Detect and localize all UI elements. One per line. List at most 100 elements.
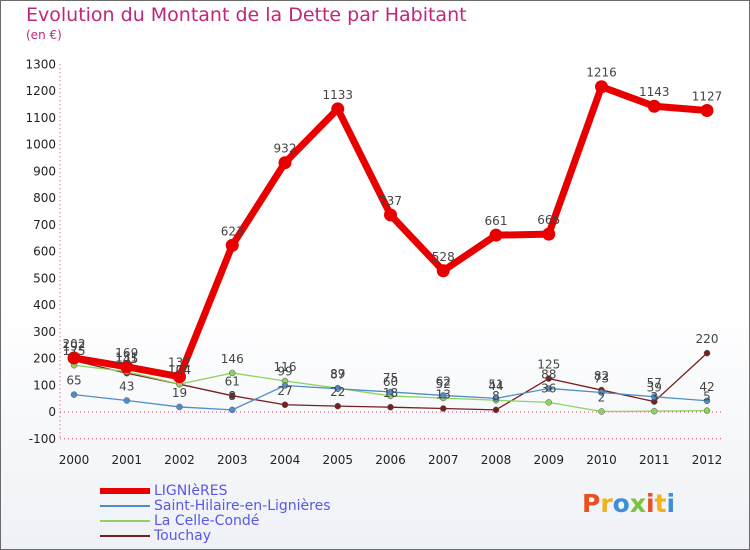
data-point [700,104,714,118]
y-tick-label: 1300 [25,57,56,71]
data-label: 175 [63,344,86,358]
data-label: 220 [696,332,719,346]
data-point [440,392,447,399]
data-point [436,264,450,278]
logo-letter: x [629,489,646,518]
data-label: 82 [594,369,609,383]
data-label: 22 [330,385,345,399]
data-point [281,401,289,409]
chart-title: Evolution du Montant de la Dette par Hab… [26,4,467,26]
data-point [492,395,500,402]
chart-subtitle: (en €) [26,28,62,42]
logo-letter: i [646,489,655,518]
y-tick-label: 500 [33,271,56,285]
data-point [703,349,711,357]
data-label: 88 [541,367,556,381]
data-point [651,407,658,415]
data-label: 89 [330,367,345,381]
data-point [384,208,397,222]
legend-swatch [100,505,150,507]
x-tick-label: 2003 [217,453,248,467]
y-tick-label: 200 [33,352,56,366]
x-tick-label: 2010 [586,453,617,467]
legend-label: Touchay [154,528,212,544]
data-label: 42 [699,380,714,394]
data-label: 19 [172,386,187,400]
data-label: 57 [647,376,662,390]
data-label: 169 [115,346,138,360]
data-point [647,99,661,113]
y-tick-label: 1000 [25,138,56,152]
data-point [703,407,711,414]
data-label: 1133 [322,88,353,102]
data-point [281,382,289,389]
y-tick-label: 700 [33,218,56,232]
data-point [703,397,711,405]
data-label: 18 [383,386,398,400]
data-label: 73 [594,371,609,385]
legend-swatch [100,488,150,494]
data-point [334,402,341,410]
y-tick-label: 1100 [25,111,56,125]
data-label: 60 [383,375,398,389]
logo-letter: P [582,489,601,518]
y-tick-label: 100 [33,378,56,392]
data-label: 2 [598,390,606,404]
data-point [67,351,81,365]
data-label: 44 [488,379,503,393]
x-tick-label: 2000 [59,453,90,467]
data-label: 1143 [639,85,670,99]
x-tick-label: 2006 [375,453,406,467]
data-label: 932 [274,142,297,156]
y-tick-label: 600 [33,245,56,259]
x-tick-label: 2001 [111,453,142,467]
data-point [120,360,134,374]
data-label: 52 [436,377,451,391]
data-label: 8 [228,389,236,403]
data-point [70,391,78,398]
data-label: 145 [115,352,138,366]
legend-swatch [100,535,150,537]
data-point [387,403,394,411]
logo-letter: t [654,489,667,518]
data-point [123,397,130,404]
logo-letter: r [600,489,613,518]
data-label: 87 [330,368,345,382]
data-label: 13 [436,388,451,402]
data-point [278,156,292,170]
data-label: 39 [647,381,662,395]
chart-series [67,80,714,415]
data-point [651,393,658,401]
data-point [545,399,552,406]
data-label: 27 [277,384,292,398]
data-label: 125 [537,358,560,372]
y-tick-label: 300 [33,325,56,339]
x-tick-label: 2011 [639,453,670,467]
data-point [545,375,552,382]
data-point [545,385,552,392]
data-label: 623 [221,224,244,238]
data-label: 151 [115,351,138,365]
data-label: 661 [485,214,508,228]
data-point [229,392,236,399]
logo-letter: o [612,489,630,518]
data-label: 116 [274,360,297,374]
logo-letter: i [666,489,676,518]
data-label: 146 [221,352,244,366]
y-tick-label: 900 [33,164,56,178]
data-point [334,385,341,392]
data-label: 8 [492,389,500,403]
legend-label: LIGNIèRES [154,483,228,499]
y-tick-label: 0 [48,405,56,419]
x-tick-label: 2012 [692,453,723,467]
data-point [331,102,345,116]
y-tick-label: -100 [29,432,56,446]
y-tick-label: 400 [33,298,56,312]
data-point [489,228,503,242]
chart-axes: -100 0 100 200 300 400 500 600 700 800 900 1000 1100… [25,57,722,467]
data-point [229,369,236,377]
data-label: 5 [703,390,711,404]
series-line-0 [73,83,708,381]
data-point [176,403,183,411]
data-point [225,238,239,252]
